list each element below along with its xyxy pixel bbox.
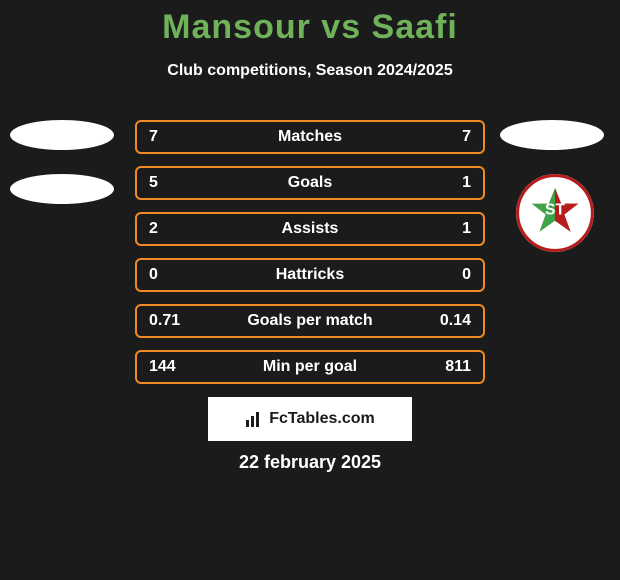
left-decoration-column (10, 120, 120, 228)
stat-right-value: 811 (445, 358, 471, 376)
left-ellipse-2 (10, 174, 114, 204)
stat-row: 2 Assists 1 (135, 212, 485, 246)
page-title: Mansour vs Saafi (0, 8, 620, 47)
stat-label: Hattricks (276, 266, 344, 284)
brand-text: FcTables.com (269, 410, 375, 428)
left-ellipse-1 (10, 120, 114, 150)
stat-right-value: 7 (462, 128, 471, 146)
chart-icon (245, 410, 263, 428)
stat-label: Assists (282, 220, 339, 238)
subtitle: Club competitions, Season 2024/2025 (0, 62, 620, 80)
stat-row: 7 Matches 7 (135, 120, 485, 154)
stat-label: Goals (288, 174, 332, 192)
stat-row: 0 Hattricks 0 (135, 258, 485, 292)
right-decoration-column: ST (500, 120, 610, 252)
stat-row: 5 Goals 1 (135, 166, 485, 200)
stat-left-value: 0.71 (149, 312, 180, 330)
stat-left-value: 7 (149, 128, 158, 146)
club-badge-svg: ST (516, 174, 594, 252)
stat-right-value: 0 (462, 266, 471, 284)
stats-rows: 7 Matches 7 5 Goals 1 2 Assists 1 0 Hattricks 0 0.71… (135, 120, 485, 396)
stat-right-value: 1 (462, 220, 471, 238)
stat-row: 144 Min per goal 811 (135, 350, 485, 384)
stat-left-value: 0 (149, 266, 158, 284)
stat-row: 0.71 Goals per match 0.14 (135, 304, 485, 338)
stat-right-value: 1 (462, 174, 471, 192)
club-badge-right: ST (516, 174, 594, 252)
stat-right-value: 0.14 (440, 312, 471, 330)
date-text: 22 february 2025 (0, 452, 620, 473)
stat-left-value: 144 (149, 358, 176, 376)
stat-left-value: 5 (149, 174, 158, 192)
stat-label: Matches (278, 128, 342, 146)
stat-left-value: 2 (149, 220, 158, 238)
right-ellipse-1 (500, 120, 604, 150)
stat-label: Min per goal (263, 358, 357, 376)
brand-box[interactable]: FcTables.com (208, 397, 412, 441)
comparison-infographic: Mansour vs Saafi Club competitions, Seas… (0, 0, 620, 580)
club-badge-initials: ST (545, 202, 565, 219)
stat-label: Goals per match (247, 312, 372, 330)
